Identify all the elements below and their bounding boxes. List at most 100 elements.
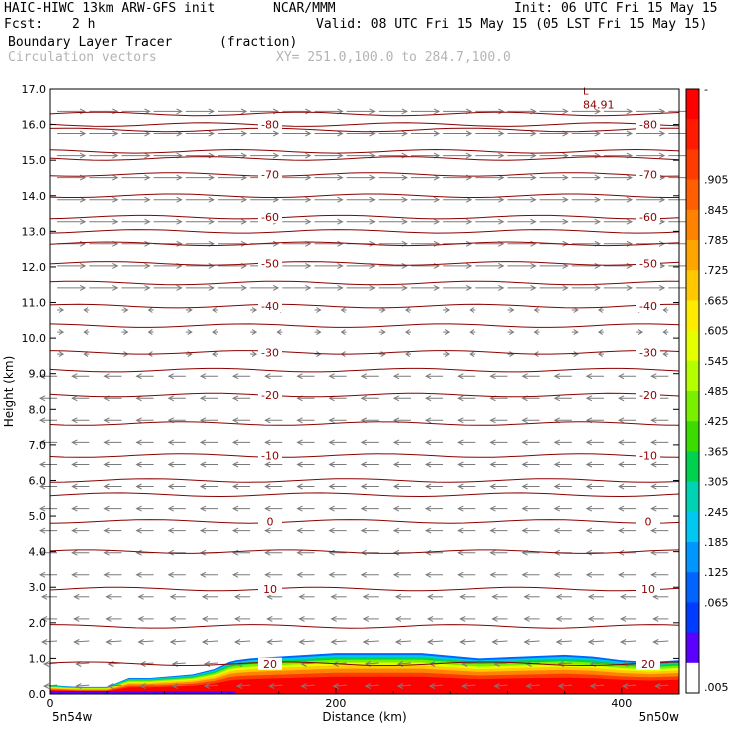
vector-head xyxy=(469,329,475,336)
vector-head xyxy=(553,395,561,402)
vector-head xyxy=(392,373,400,380)
vector-head xyxy=(457,439,464,446)
vector-head xyxy=(212,307,217,313)
vector-head xyxy=(79,108,87,115)
vector-head xyxy=(585,505,593,512)
vector-head xyxy=(231,571,239,578)
vector-head xyxy=(79,130,87,137)
vector-shaft xyxy=(524,640,540,643)
vector-head xyxy=(264,373,271,380)
vector-head xyxy=(135,549,142,556)
vector-head xyxy=(587,615,595,622)
vector-head xyxy=(424,571,432,578)
vector-head xyxy=(240,240,248,247)
vector-head xyxy=(521,461,528,468)
vector-head xyxy=(305,130,312,137)
vector-head xyxy=(340,329,346,336)
contour-label-bg xyxy=(258,257,282,270)
vector-head xyxy=(461,683,468,690)
fcst-value: 2 h xyxy=(72,17,96,32)
vector-head xyxy=(401,284,408,291)
vector-head xyxy=(208,284,215,291)
colorbar-swatch xyxy=(686,602,699,634)
vector-head xyxy=(231,549,239,556)
vector-head xyxy=(650,373,657,380)
vector-head xyxy=(392,505,400,512)
vector-head xyxy=(203,683,211,690)
vector-head xyxy=(652,593,659,600)
vector-head xyxy=(457,527,464,534)
vector-head xyxy=(251,307,258,313)
vector-head xyxy=(240,284,248,291)
y-tick-label: 1.0 xyxy=(29,652,47,665)
vector-head xyxy=(392,395,400,402)
y-tick-label: 14.0 xyxy=(22,190,47,203)
contour-label-bg xyxy=(258,515,282,528)
vector-head xyxy=(137,639,144,645)
vector-head xyxy=(73,593,80,600)
vector-head xyxy=(459,639,466,645)
vector-head xyxy=(58,329,65,336)
vector-head xyxy=(199,505,207,512)
contour-line xyxy=(49,661,680,666)
vector-head xyxy=(658,130,666,137)
vector-head xyxy=(169,615,177,622)
vector-head xyxy=(103,461,110,468)
colorbar: - .905 .845 .785 .725 .665 .605 .545 .485 .425 .36… xyxy=(685,83,729,694)
contour-label: -50 xyxy=(639,257,657,270)
vector-head xyxy=(553,527,561,534)
vector-head xyxy=(103,417,110,424)
colorbar-swatch xyxy=(686,481,699,513)
y-tick-label: 6.0 xyxy=(29,474,47,487)
vector-head xyxy=(617,527,625,534)
colorbar-swatch xyxy=(686,149,699,181)
vector-head xyxy=(79,196,87,203)
vector-head xyxy=(71,527,78,534)
vector-head xyxy=(144,108,151,115)
vector-head xyxy=(498,130,505,137)
vector-head xyxy=(199,461,207,468)
vector-head xyxy=(465,262,473,269)
vector-head xyxy=(208,130,215,137)
vector-head xyxy=(401,130,408,137)
model-title: HAIC-HIWC 13km ARW-GFS init xyxy=(4,1,216,16)
vector-head xyxy=(171,683,179,690)
tracer-surface-strip xyxy=(50,691,236,694)
vector-head xyxy=(594,130,601,137)
vector-head xyxy=(380,307,386,313)
vector-head xyxy=(71,461,78,468)
vector-head xyxy=(169,593,177,600)
colorbar-swatch xyxy=(686,542,699,573)
vector-head xyxy=(658,284,666,291)
vector-head xyxy=(457,373,464,380)
contour-label: -40 xyxy=(261,300,279,313)
vector-head xyxy=(465,218,473,225)
vector-shaft xyxy=(428,640,444,643)
vector-head xyxy=(144,152,151,159)
vector-head xyxy=(264,505,271,512)
colorbar-label: .065 xyxy=(704,596,729,609)
vector-head xyxy=(392,571,400,578)
contour-line xyxy=(49,156,680,161)
vector-head xyxy=(144,218,151,225)
vector-shaft xyxy=(653,640,669,643)
contour-label-bg xyxy=(258,389,282,402)
vector-head xyxy=(240,196,248,203)
vector-head xyxy=(457,505,464,512)
vector-head xyxy=(654,683,661,690)
vector-head xyxy=(530,174,537,181)
vector-head xyxy=(332,683,339,690)
vector-head xyxy=(369,284,376,291)
vector-head xyxy=(658,196,666,203)
vector-head xyxy=(144,262,151,269)
vector-head xyxy=(362,615,370,622)
contour-line xyxy=(49,303,680,309)
vector-head xyxy=(619,639,627,645)
vector-shaft xyxy=(462,684,476,687)
vector-head xyxy=(360,527,368,534)
contour-label-bg xyxy=(258,449,282,462)
contour-label: -40 xyxy=(639,300,657,313)
vector-head xyxy=(509,307,515,313)
contour-label-bg xyxy=(636,389,660,402)
vector-head xyxy=(405,307,410,313)
